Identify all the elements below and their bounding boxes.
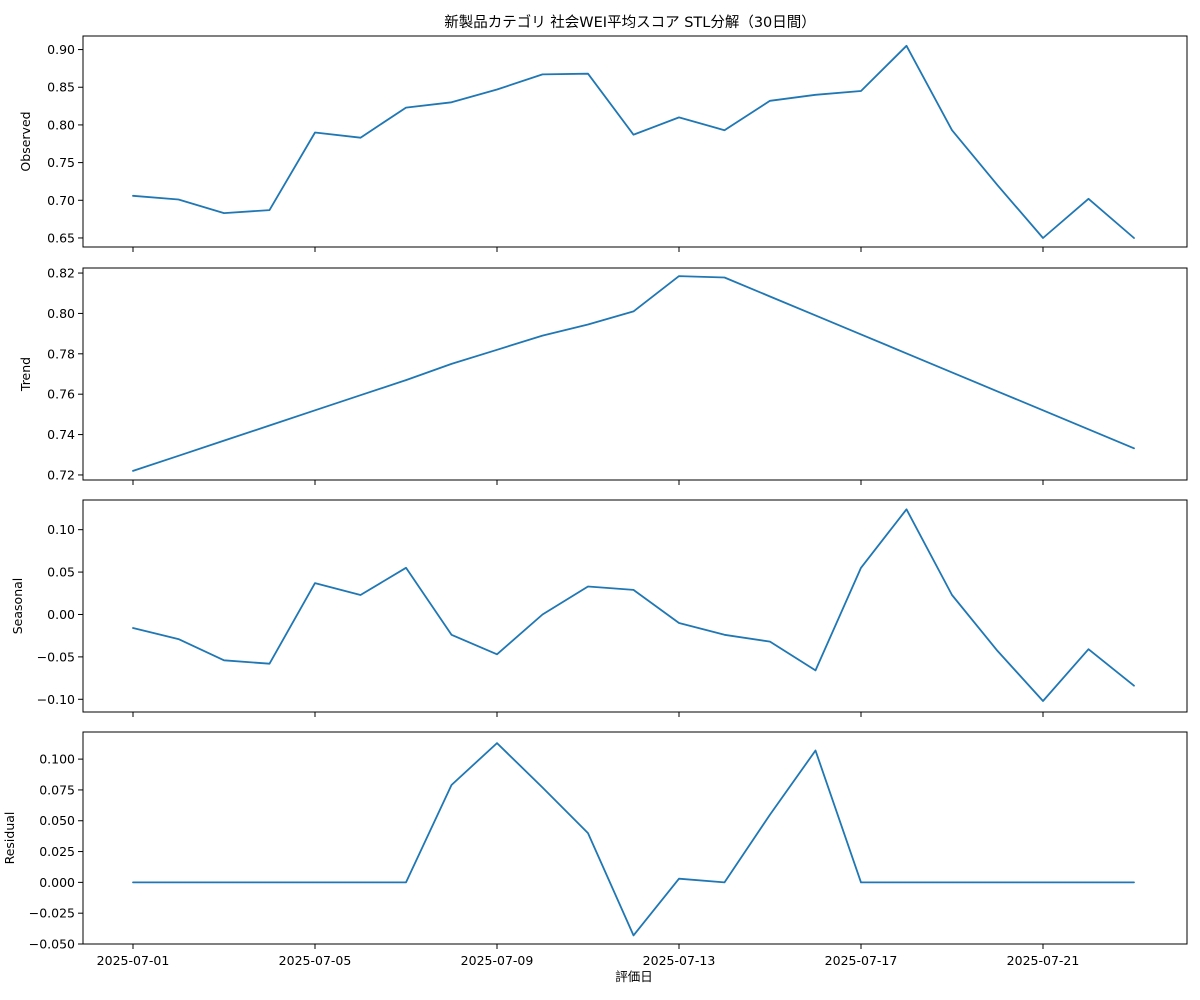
panel-observed: 0.65 0.70 0.75 0.80 0.85 0.90 Observed xyxy=(18,35,1188,252)
y-tick-label: 0.05 xyxy=(47,565,75,580)
y-tick-label: 0.70 xyxy=(47,193,75,208)
y-tick-label: 0.72 xyxy=(47,467,75,482)
y-axis-label: Trend xyxy=(18,357,33,392)
plot-frame xyxy=(82,499,1188,713)
y-tick-label: 0.76 xyxy=(47,387,75,402)
series-line-residual xyxy=(132,742,1135,937)
x-tick-label: 2025-07-13 xyxy=(643,953,716,968)
y-axis-label: Residual xyxy=(2,812,17,865)
y-tick-label: 0.85 xyxy=(47,80,75,95)
x-tick-label: 2025-07-01 xyxy=(97,953,170,968)
y-tick-label: 0.100 xyxy=(39,752,75,767)
y-tick-label: 0.10 xyxy=(47,522,75,537)
y-tick-label: 0.050 xyxy=(39,813,75,828)
y-tick-label: −0.050 xyxy=(29,937,75,952)
panels: 0.65 0.70 0.75 0.80 0.85 0.90 Observed 0.72 0.74… xyxy=(2,35,1188,968)
y-tick-label: 0.80 xyxy=(47,306,75,321)
y-tick-label: 0.65 xyxy=(47,230,75,245)
y-tick-label: 0.78 xyxy=(47,346,75,361)
y-tick-label: 0.82 xyxy=(47,266,75,281)
y-axis-label: Seasonal xyxy=(10,578,25,635)
y-tick-label: 0.90 xyxy=(47,42,75,57)
y-tick-label: 0.75 xyxy=(47,155,75,170)
y-tick-label: 0.80 xyxy=(47,117,75,132)
x-axis-label: 評価日 xyxy=(615,969,653,984)
y-axis-label: Observed xyxy=(18,111,33,171)
plot-frame xyxy=(82,35,1188,248)
series-line-observed xyxy=(132,44,1135,239)
panel-seasonal: −0.10 −0.05 0.00 0.05 0.10 Seasonal xyxy=(10,499,1188,717)
y-tick-label: −0.10 xyxy=(37,692,75,707)
y-tick-label: 0.000 xyxy=(39,875,75,890)
x-tick-label: 2025-07-09 xyxy=(461,953,534,968)
series-line-trend xyxy=(132,275,1135,472)
series-line-seasonal xyxy=(132,508,1135,702)
panel-trend: 0.72 0.74 0.76 0.78 0.80 0.82 Trend xyxy=(18,266,1188,485)
y-tick-label: 0.74 xyxy=(47,427,75,442)
y-tick-label: 0.075 xyxy=(39,782,75,797)
plot-frame xyxy=(82,267,1188,481)
chart-title: 新製品カテゴリ 社会WEI平均スコア STL分解（30日間） xyxy=(444,13,816,31)
x-tick-label: 2025-07-17 xyxy=(825,953,898,968)
x-tick-label: 2025-07-05 xyxy=(279,953,352,968)
y-tick-label: 0.025 xyxy=(39,844,75,859)
panel-residual: −0.050 −0.025 0.000 0.025 0.050 0.075 0.100 202… xyxy=(2,731,1188,968)
y-tick-label: 0.00 xyxy=(47,607,75,622)
y-tick-label: −0.05 xyxy=(37,649,75,664)
plot-frame xyxy=(82,731,1188,945)
x-tick-label: 2025-07-21 xyxy=(1007,953,1080,968)
y-tick-label: −0.025 xyxy=(29,906,75,921)
